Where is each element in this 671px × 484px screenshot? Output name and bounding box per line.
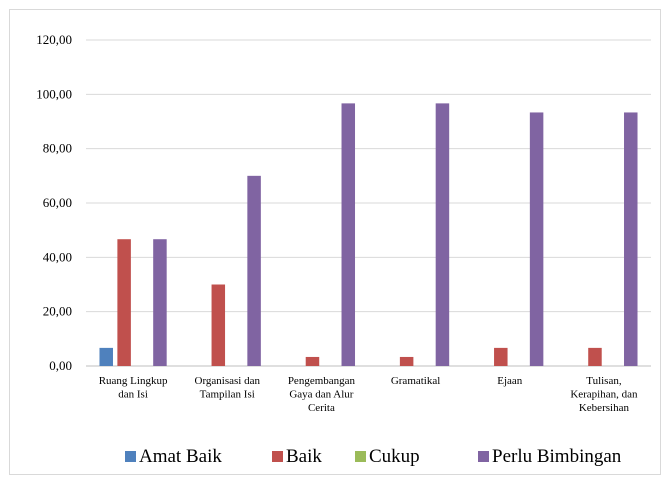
y-axis-ticks: 0,00 20,00 40,00 60,00 80,00 100,00 120,00 [36, 32, 72, 373]
legend-label: Baik [286, 446, 322, 467]
legend-swatch [272, 451, 283, 462]
bar-perlu-bimbingan [341, 103, 356, 367]
legend-swatch [478, 451, 489, 462]
y-tick-label: 60,00 [43, 195, 72, 210]
y-tick-label: 0,00 [49, 358, 72, 373]
grid-lines [86, 39, 651, 367]
legend-label: Perlu Bimbingan [492, 446, 622, 467]
x-category-label: Tulisan, Kerapihan, dan Kebersihan [570, 375, 638, 414]
bar-perlu-bimbingan [435, 103, 450, 367]
bars [99, 103, 638, 367]
legend-label: Amat Baik [139, 446, 222, 467]
y-tick-label: 100,00 [36, 86, 72, 101]
x-category-label: Organisasi dan Tampilan Isi [195, 375, 261, 401]
x-category-label: Gramatikal [391, 375, 440, 387]
x-category-label: Ejaan [497, 375, 523, 387]
x-category-label: Pengembangan Gaya dan Alur Cerita [288, 375, 356, 414]
bar-baik [399, 356, 414, 366]
legend-label: Cukup [369, 446, 420, 467]
bar-amat-baik [99, 347, 113, 366]
bar-baik [211, 284, 226, 366]
y-tick-label: 20,00 [43, 304, 72, 319]
x-category-label: Ruang Lingkup dan Isi [99, 375, 168, 401]
y-tick-label: 80,00 [43, 141, 72, 156]
legend-swatch [355, 451, 366, 462]
legend: Amat Baik Baik Cukup Perlu Bimbingan [125, 446, 622, 467]
bar-baik [305, 356, 320, 366]
bar-baik [117, 239, 131, 366]
bar-perlu-bimbingan [624, 112, 638, 367]
y-tick-label: 40,00 [43, 249, 72, 264]
x-axis-categories: Ruang Lingkup dan Isi Organisasi dan Tampil… [99, 375, 638, 414]
legend-swatch [125, 451, 136, 462]
bar-perlu-bimbingan [529, 112, 544, 367]
bar-perlu-bimbingan [153, 239, 167, 366]
bar-baik [494, 347, 508, 366]
y-tick-label: 120,00 [36, 32, 72, 47]
bar-baik [588, 347, 602, 366]
bar-perlu-bimbingan [247, 175, 261, 366]
